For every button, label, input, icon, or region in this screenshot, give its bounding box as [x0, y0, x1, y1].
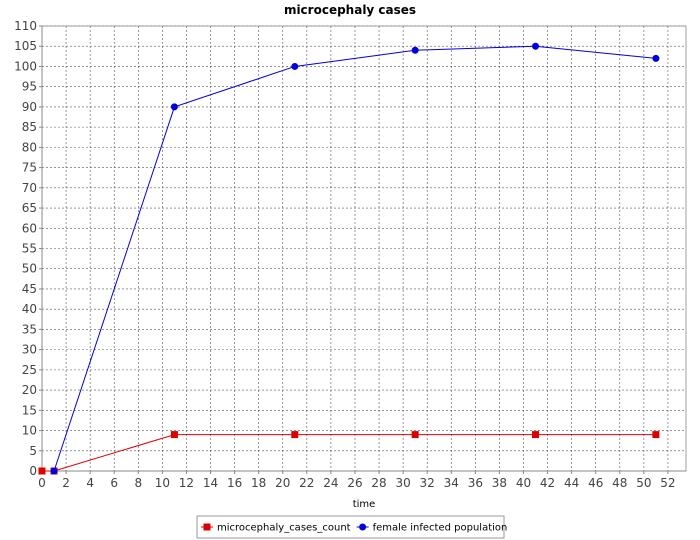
legend-label-2: female infected population: [373, 523, 508, 534]
y-tick-label: 30: [22, 343, 37, 357]
x-tick-label: 0: [38, 476, 46, 490]
x-tick-label: 6: [110, 476, 118, 490]
x-tick-label: 4: [86, 476, 94, 490]
series-line-2: [53, 45, 656, 472]
y-tick-label: 0: [29, 464, 37, 478]
x-tick-label: 20: [275, 476, 290, 490]
x-tick-label: 12: [179, 476, 194, 490]
legend-marker-square: [203, 523, 211, 531]
data-point-square: [38, 467, 46, 475]
x-tick-label: 26: [347, 476, 362, 490]
x-tick-label: 46: [588, 476, 603, 490]
x-tick-label: 14: [203, 476, 218, 490]
y-tick-label: 70: [22, 181, 37, 195]
x-tick-label: 22: [299, 476, 314, 490]
data-point-circle: [291, 62, 299, 70]
x-tick-label: 18: [251, 476, 266, 490]
y-tick-label: 110: [14, 19, 37, 33]
legend-box: [196, 515, 505, 539]
x-tick-label: 44: [564, 476, 579, 490]
y-tick-label: 45: [22, 282, 37, 296]
chart-title: microcephaly cases: [284, 3, 416, 17]
x-tick-label: 28: [371, 476, 386, 490]
data-point-circle: [411, 46, 419, 54]
x-tick-label: 40: [516, 476, 531, 490]
legend-marker-circle: [359, 523, 367, 531]
x-tick-label: 2: [62, 476, 70, 490]
y-tick-label: 60: [22, 221, 37, 235]
x-tick-label: 36: [468, 476, 483, 490]
x-tick-label: 32: [420, 476, 435, 490]
series-group: [38, 42, 660, 475]
y-tick-label: 50: [22, 262, 37, 276]
data-point-square: [532, 431, 540, 439]
y-tick-label: 80: [22, 140, 37, 154]
data-point-square: [411, 431, 419, 439]
y-tick-label: 25: [22, 363, 37, 377]
x-tick-label: 10: [155, 476, 170, 490]
y-tick-label: 105: [14, 39, 37, 53]
y-tick-label: 90: [22, 100, 37, 114]
x-tick-label: 42: [540, 476, 555, 490]
y-tick-label: 15: [22, 403, 37, 417]
y-tick-label: 35: [22, 322, 37, 336]
y-tick-label: 100: [14, 59, 37, 73]
x-tick-label: 34: [444, 476, 459, 490]
x-tick-label: 38: [492, 476, 507, 490]
y-axis-ticks: 0 5 10 15 20 25 30 35 40 45 50 55 60 65 70 75 80 85 90 95 10…: [14, 19, 42, 478]
legend-label-1: microcephaly_cases_count: [217, 523, 351, 534]
data-point-circle: [652, 54, 660, 62]
x-axis-ticks: 0 2 4 6 8 10 12 14 16 18 20 22 24 26 28 30 32 34 36 38 40 42 4…: [38, 471, 676, 490]
data-point-circle: [532, 42, 540, 50]
x-tick-label: 48: [612, 476, 627, 490]
legend: microcephaly_cases_count female infected …: [196, 515, 508, 539]
x-tick-label: 50: [636, 476, 651, 490]
y-tick-label: 95: [22, 80, 37, 94]
y-tick-label: 65: [22, 201, 37, 215]
x-tick-label: 16: [227, 476, 242, 490]
data-point-square: [170, 431, 178, 439]
x-axis-label: time: [353, 499, 376, 510]
y-tick-label: 10: [22, 424, 37, 438]
x-tick-label: 52: [660, 476, 675, 490]
y-tick-label: 40: [22, 302, 37, 316]
y-tick-label: 5: [29, 444, 37, 458]
y-tick-label: 20: [22, 383, 37, 397]
y-tick-label: 85: [22, 120, 37, 134]
data-point-circle: [170, 103, 178, 111]
x-tick-label: 8: [134, 476, 142, 490]
data-point-circle: [50, 467, 58, 475]
data-point-square: [652, 431, 660, 439]
y-tick-label: 55: [22, 242, 37, 256]
y-tick-label: 75: [22, 161, 37, 175]
x-tick-label: 30: [395, 476, 410, 490]
data-point-square: [291, 431, 299, 439]
x-tick-label: 24: [323, 476, 338, 490]
